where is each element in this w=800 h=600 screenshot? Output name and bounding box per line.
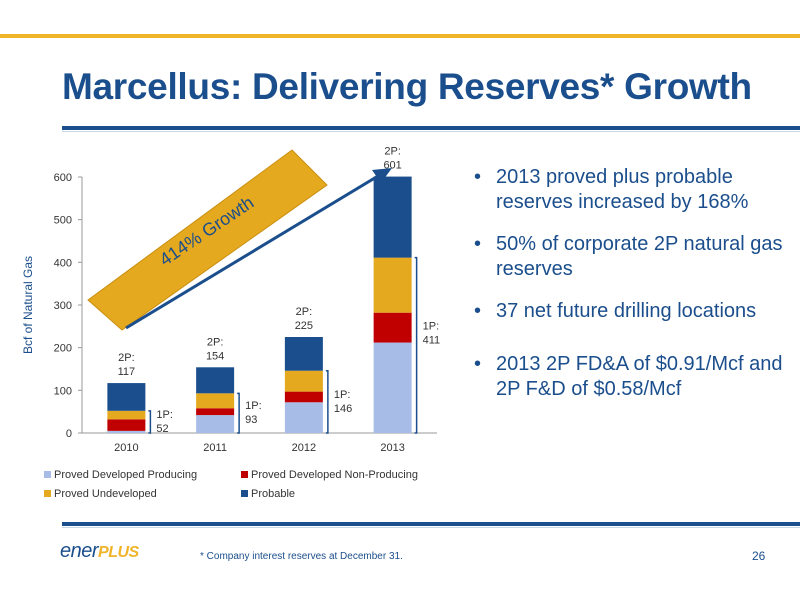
- 1p-label: 52: [156, 423, 168, 435]
- y-tick-label: 0: [66, 428, 72, 440]
- 1p-label: 1P:: [156, 409, 173, 421]
- bar-segment: [196, 415, 235, 433]
- bullet-list: 2013 proved plus probable reserves incre…: [472, 165, 792, 419]
- bar-segment: [373, 257, 412, 313]
- 1p-label: 146: [334, 403, 352, 415]
- legend-swatch: [241, 471, 248, 478]
- legend-label: Proved Developed Producing: [54, 469, 197, 481]
- bar-segment: [373, 176, 412, 258]
- bar-segment: [107, 383, 146, 411]
- bar-segment: [107, 430, 146, 433]
- bullet-item: 50% of corporate 2P natural gas reserves: [472, 232, 792, 282]
- total-2p-label: 2P:: [207, 336, 224, 348]
- bar-segment: [284, 391, 323, 403]
- 1p-label: 1P:: [423, 320, 440, 332]
- title-divider-thin: [62, 131, 800, 132]
- y-tick-label: 500: [54, 215, 72, 227]
- enerplus-logo: enerPLUS: [60, 540, 139, 563]
- bar-segment: [284, 337, 323, 371]
- bullet-item: 2013 2P FD&A of $0.91/Mcf and 2P F&D of …: [472, 352, 792, 402]
- legend-label: Proved Undeveloped: [54, 488, 157, 500]
- legend-label: Proved Developed Non-Producing: [251, 469, 418, 481]
- x-tick-label: 2013: [380, 442, 404, 454]
- 1p-bracket: [414, 256, 418, 434]
- bar-segment: [284, 402, 323, 433]
- footer-divider-thin: [62, 527, 800, 528]
- 1p-bracket: [325, 369, 329, 434]
- page-number: 26: [752, 549, 766, 563]
- y-tick-label: 300: [54, 300, 72, 312]
- total-2p-label: 154: [206, 350, 224, 362]
- 1p-bracket: [237, 392, 240, 434]
- y-tick-label: 600: [54, 172, 72, 184]
- total-2p-label: 117: [118, 366, 136, 378]
- footnote: * Company interest reserves at December …: [200, 551, 403, 562]
- bullet-item: 37 net future drilling locations: [472, 299, 792, 324]
- 1p-label: 1P:: [245, 400, 262, 412]
- 1p-label: 93: [245, 414, 257, 426]
- page-title: Marcellus: Delivering Reserves* Growth: [62, 66, 752, 107]
- bar-segment: [373, 312, 412, 343]
- 1p-label: 1P:: [334, 389, 351, 401]
- bar-segment: [107, 419, 146, 431]
- 1p-label: 411: [423, 334, 441, 346]
- total-2p-label: 2P:: [296, 306, 313, 318]
- total-2p-label: 225: [295, 320, 313, 332]
- growth-band: [87, 149, 328, 331]
- y-tick-label: 100: [54, 385, 72, 397]
- logo-text-plus: PLUS: [98, 544, 139, 561]
- y-axis-label: Bcf of Natural Gas: [21, 256, 35, 354]
- legend-swatch: [44, 490, 51, 497]
- top-accent-bar: [0, 34, 800, 38]
- bar-segment: [373, 342, 412, 433]
- bar-segment: [284, 370, 323, 392]
- bar-segment: [196, 408, 235, 416]
- y-tick-label: 400: [54, 257, 72, 269]
- bar-segment: [107, 410, 146, 420]
- growth-arrow-line: [125, 171, 384, 330]
- bullet-item: 2013 proved plus probable reserves incre…: [472, 165, 792, 215]
- total-2p-label: 2P:: [118, 352, 135, 364]
- footer-divider: [62, 522, 800, 526]
- total-2p-label: 2P:: [384, 146, 401, 158]
- growth-arrow-head: [372, 168, 392, 183]
- legend-label: Probable: [251, 488, 295, 500]
- x-tick-label: 2010: [114, 442, 138, 454]
- y-tick-label: 200: [54, 343, 72, 355]
- legend-swatch: [44, 471, 51, 478]
- bar-segment: [196, 367, 235, 394]
- x-tick-label: 2011: [203, 442, 227, 454]
- x-tick-label: 2012: [292, 442, 316, 454]
- title-divider: [62, 126, 800, 130]
- 1p-bracket: [148, 410, 152, 434]
- total-2p-label: 601: [383, 160, 401, 172]
- logo-text-ener: ener: [60, 540, 99, 562]
- legend-swatch: [241, 490, 248, 497]
- bar-segment: [196, 393, 235, 409]
